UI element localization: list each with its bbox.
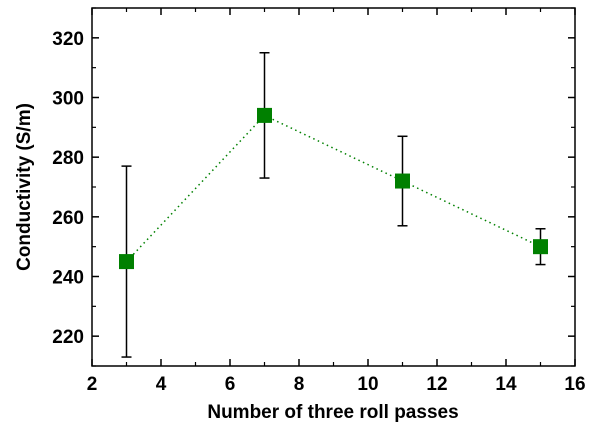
x-tick-label: 6 xyxy=(225,374,236,395)
data-point xyxy=(119,254,134,270)
data-point xyxy=(395,173,410,189)
x-tick-label: 14 xyxy=(495,374,517,395)
x-tick-label: 8 xyxy=(294,374,305,395)
y-axis-title: Conductivity (S/m) xyxy=(14,103,35,271)
x-axis-title: Number of three roll passes xyxy=(207,402,458,423)
tick-labels: 2 4 6 8 10 12 14 16 220 240 260 280 300 320 xyxy=(52,29,585,395)
plot-frame xyxy=(91,7,576,367)
y-tick-label: 300 xyxy=(52,89,84,110)
x-tick-label: 10 xyxy=(357,374,378,395)
y-tick-label: 260 xyxy=(52,208,84,229)
x-tick-label: 12 xyxy=(426,374,447,395)
data-point xyxy=(257,107,272,123)
y-tick-label: 280 xyxy=(52,148,84,169)
x-tick-label: 4 xyxy=(156,374,167,395)
x-tick-label: 16 xyxy=(564,374,585,395)
series-group xyxy=(119,52,548,358)
data-point xyxy=(533,239,548,255)
series-line xyxy=(125,114,541,263)
y-tick-label: 220 xyxy=(52,327,84,348)
axis-ticks xyxy=(91,7,576,367)
x-tick-label: 2 xyxy=(87,374,98,395)
y-tick-label: 320 xyxy=(52,29,84,50)
y-tick-label: 240 xyxy=(52,268,84,289)
